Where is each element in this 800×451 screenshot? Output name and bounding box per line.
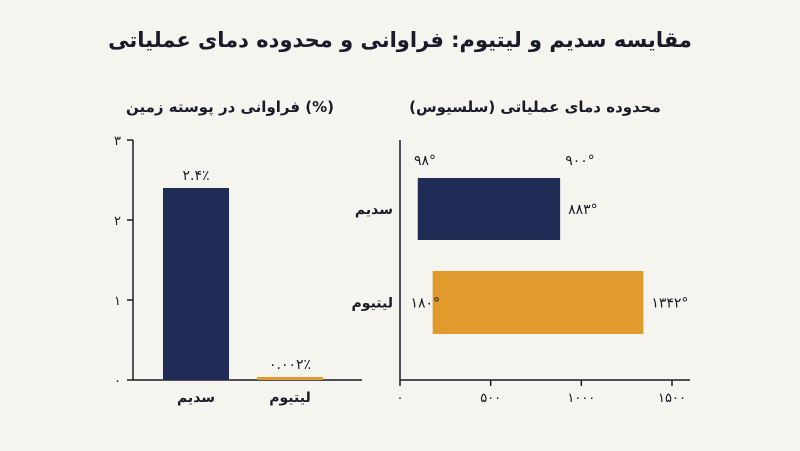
temperature-range-chart: محدوده دمای عملیاتی (سلسیوس) ۰ ۵۰۰ ۱۰۰۰ ۱۵۰… [352,98,690,406]
temperature-high-label: ۸۸۳° [568,202,598,218]
figure-title: مقایسه سدیم و لیتیوم: فراوانی و محدوده د… [108,28,692,52]
temperature-range-bar [417,178,561,240]
abundance-chart: فراوانی در پوسته زمین (%) ۰ ۱ ۲ ۳ ۲.۴٪ سدیم ۰… [114,98,362,406]
temperature-category-label: لیتیوم [352,296,393,312]
temperature-range-bar [432,271,644,334]
abundance-category-label: لیتیوم [269,390,310,406]
abundance-data-label: ۲.۴٪ [182,168,209,184]
temperature-high-label: ۱۳۴۲° [651,296,688,312]
temperature-x-tick-label: ۵۰۰ [480,391,501,406]
temperature-category-label: سدیم [355,202,393,218]
abundance-y-tick-label: ۰ [114,374,121,389]
temperature-low-label: ۹۸° [414,153,436,169]
abundance-bar [257,377,323,380]
abundance-y-tick-label: ۲ [114,214,121,229]
abundance-bar [163,188,229,380]
temperature-low-label: ۱۸۰° [410,296,440,312]
abundance-data-label: ۰.۰۰۲٪ [269,357,311,373]
temperature-chart-title: محدوده دمای عملیاتی (سلسیوس) [409,98,661,116]
temperature-extra-label: ۹۰۰° [565,153,595,169]
abundance-y-tick-label: ۱ [114,294,121,309]
abundance-chart-title: فراوانی در پوسته زمین (%) [126,98,334,117]
temperature-x-tick-label: ۰ [397,391,404,406]
abundance-y-tick-label: ۳ [114,134,121,149]
abundance-category-label: سدیم [177,390,215,406]
temperature-x-tick-label: ۱۰۰۰ [567,391,595,406]
temperature-x-tick-label: ۱۵۰۰ [658,391,686,406]
